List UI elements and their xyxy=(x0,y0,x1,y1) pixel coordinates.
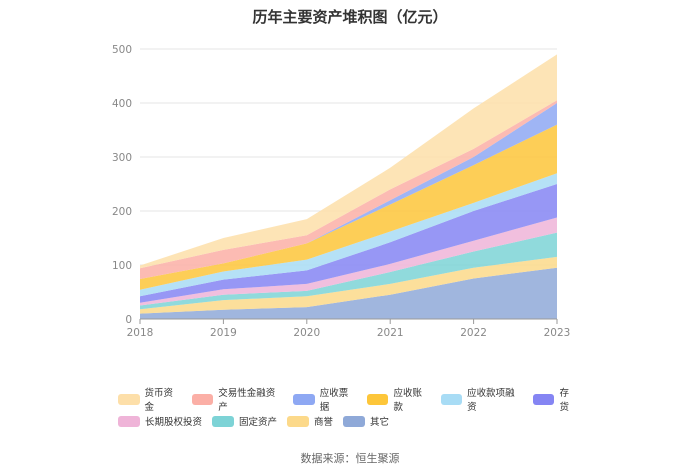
y-tick-label: 0 xyxy=(125,314,132,326)
legend-swatch xyxy=(293,393,315,405)
x-tick-label: 2019 xyxy=(210,327,237,339)
area-series xyxy=(140,100,557,279)
x-tick-label: 2018 xyxy=(127,327,154,339)
legend-label: 应收款项融资 xyxy=(467,388,515,413)
legend-label: 应收账款 xyxy=(393,388,422,413)
y-tick-label: 200 xyxy=(112,206,132,218)
legend-swatch xyxy=(212,415,235,427)
legend-item[interactable]: 交易性金融资产 xyxy=(191,385,284,413)
y-tick-label: 300 xyxy=(112,152,132,164)
legend-label: 应收票据 xyxy=(319,388,349,413)
legend-label: 其它 xyxy=(370,417,390,428)
x-tick-label: 2023 xyxy=(544,327,571,339)
legend-item[interactable]: 固定资产 xyxy=(212,414,277,428)
area-series-layer xyxy=(140,54,557,319)
legend-label: 交易性金融资产 xyxy=(218,388,276,413)
chart-title: 历年主要资产堆积图（亿元） xyxy=(252,8,448,26)
x-tick-label: 2020 xyxy=(293,327,320,339)
legend-swatch xyxy=(343,415,366,427)
legend-item[interactable]: 应收票据 xyxy=(293,385,357,413)
legend-swatch xyxy=(287,415,310,427)
x-tick-label: 2021 xyxy=(377,327,404,339)
legend-item[interactable]: 其它 xyxy=(343,414,389,428)
y-tick-label: 500 xyxy=(112,44,132,56)
area-series xyxy=(140,173,557,297)
area-series xyxy=(140,232,557,310)
legend-label: 货币资金 xyxy=(144,388,174,413)
area-series xyxy=(140,217,557,306)
area-series xyxy=(140,124,557,290)
legend-item[interactable]: 应收账款 xyxy=(366,385,431,413)
legend-item[interactable]: 长期股权投资 xyxy=(118,414,202,428)
axes: 0 100 200 300 400 500 2018 2019 2020 2021 2022 2023 xyxy=(112,44,570,339)
legend-label: 商誉 xyxy=(314,417,334,428)
area-series xyxy=(140,184,557,303)
legend-label: 固定资产 xyxy=(239,417,278,428)
legend-item[interactable]: 存货 xyxy=(532,385,578,413)
legend-row: 货币资金 交易性金融资产 应收票据 应收账款 应收款项融资 存货 xyxy=(118,388,588,413)
source-note: 数据来源：恒生聚源 xyxy=(300,452,400,465)
x-tick-label: 2022 xyxy=(460,327,487,339)
legend-label: 长期股权投资 xyxy=(145,417,203,428)
area-series xyxy=(140,256,557,314)
legend-row: 长期股权投资 固定资产 商誉 其它 xyxy=(118,412,588,430)
legend: 货币资金 交易性金融资产 应收票据 应收账款 应收款项融资 存货 长期股权投资 固定资产 商誉… xyxy=(118,388,588,434)
legend-swatch xyxy=(366,393,389,405)
legend-item[interactable]: 应收款项融资 xyxy=(440,385,523,413)
legend-swatch xyxy=(532,393,555,405)
legend-swatch xyxy=(440,393,463,405)
legend-swatch xyxy=(118,393,140,405)
legend-swatch xyxy=(118,415,140,427)
legend-label: 存货 xyxy=(559,388,569,413)
legend-swatch xyxy=(191,393,214,405)
legend-item[interactable]: 商誉 xyxy=(287,414,333,428)
y-tick-label: 100 xyxy=(112,260,132,272)
legend-item[interactable]: 货币资金 xyxy=(118,385,182,413)
y-tick-label: 400 xyxy=(112,98,132,110)
area-series xyxy=(140,267,557,319)
